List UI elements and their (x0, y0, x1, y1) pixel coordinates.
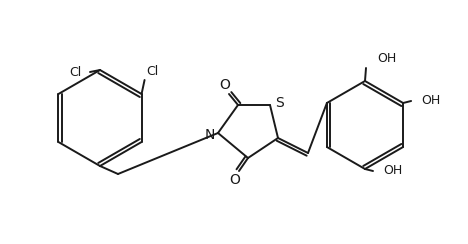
Text: N: N (205, 128, 215, 142)
Text: O: O (219, 78, 230, 92)
Text: OH: OH (377, 52, 396, 65)
Text: O: O (230, 173, 241, 187)
Text: OH: OH (383, 164, 402, 177)
Text: Cl: Cl (70, 65, 82, 79)
Text: Cl: Cl (146, 65, 159, 79)
Text: OH: OH (421, 94, 440, 108)
Text: S: S (275, 96, 284, 110)
